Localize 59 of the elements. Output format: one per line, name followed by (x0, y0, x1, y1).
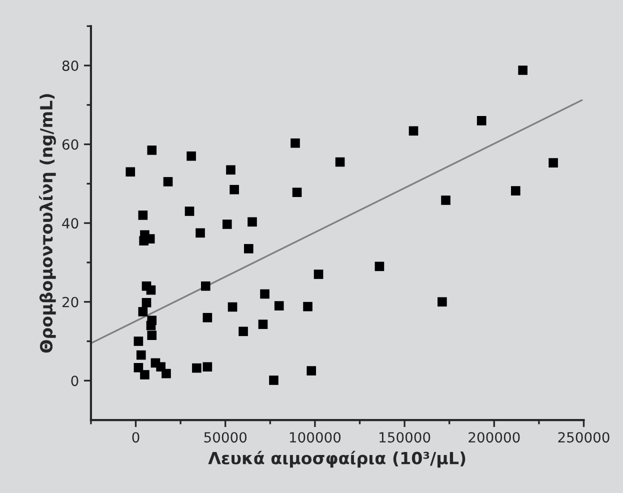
point (134, 336, 144, 346)
x-tick-label: 100000 (290, 432, 341, 443)
point (441, 196, 450, 205)
point (306, 366, 316, 376)
point (438, 297, 447, 307)
point (147, 330, 157, 340)
y-tick-label: 40 (62, 218, 78, 229)
point (230, 184, 239, 194)
point (226, 165, 236, 175)
point (186, 151, 196, 161)
y-tick-label: 80 (62, 60, 78, 71)
point (228, 302, 238, 312)
point (142, 298, 152, 308)
point (303, 302, 312, 312)
x-tick-label: 50000 (204, 432, 247, 443)
point (510, 186, 520, 196)
x-tick-label: 0 (132, 432, 140, 443)
point (476, 116, 486, 126)
point (518, 66, 528, 75)
point (192, 363, 202, 373)
point (147, 146, 157, 155)
x-axis-title: Λευκά αιμοσφαίρια (10³/μL) (208, 450, 466, 468)
point (138, 307, 148, 316)
point (269, 376, 278, 385)
point (248, 217, 257, 227)
point (184, 206, 194, 216)
point (274, 301, 284, 310)
point (238, 326, 248, 336)
point (374, 262, 384, 272)
y-axis-title: Θρομβομοντουλίνη (ng/mL) (38, 94, 56, 353)
point (134, 362, 144, 372)
point (260, 289, 270, 299)
point (146, 285, 156, 295)
point (548, 158, 558, 168)
point (162, 368, 171, 378)
point (196, 228, 205, 238)
point (138, 210, 148, 220)
y-tick-label: 0 (71, 376, 78, 386)
point (202, 312, 212, 322)
point (202, 362, 212, 372)
point (335, 157, 345, 167)
point (408, 126, 418, 136)
point (292, 188, 302, 198)
x-tick-label: 200000 (468, 432, 520, 443)
point (314, 270, 324, 279)
point (222, 220, 232, 229)
point (258, 320, 268, 329)
x-tick-label: 150000 (380, 432, 430, 443)
point (126, 167, 136, 177)
point (136, 350, 146, 360)
y-tick-label: 60 (62, 139, 78, 150)
point (244, 244, 254, 254)
point (140, 370, 150, 380)
point (290, 138, 300, 148)
x-tick-label: 250000 (558, 432, 610, 443)
point (200, 281, 210, 291)
point (163, 177, 173, 186)
point (146, 320, 156, 330)
y-tick-label: 20 (62, 296, 78, 308)
